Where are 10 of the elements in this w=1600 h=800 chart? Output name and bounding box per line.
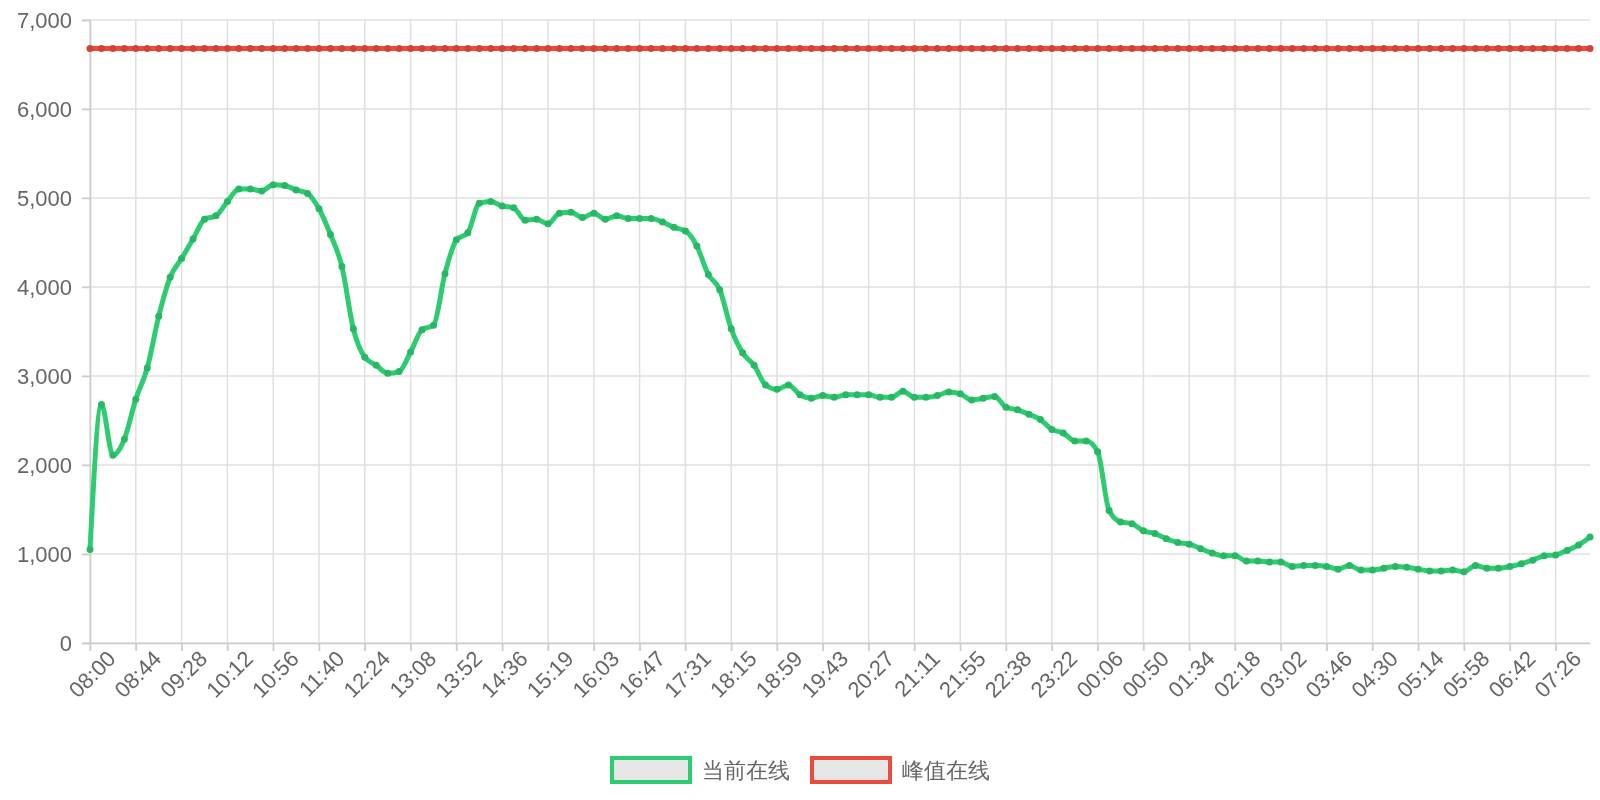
y-tick-label: 3,000	[16, 363, 72, 389]
legend-label: 当前在线	[702, 758, 790, 783]
y-tick-label: 7,000	[16, 7, 72, 33]
y-tick-label: 4,000	[16, 274, 72, 300]
legend-label: 峰值在线	[902, 758, 990, 783]
y-tick-label: 2,000	[16, 452, 72, 478]
y-tick-label: 6,000	[16, 96, 72, 122]
y-tick-label: 0	[59, 630, 72, 656]
y-tick-label: 5,000	[16, 185, 72, 211]
y-tick-label: 1,000	[16, 541, 72, 567]
